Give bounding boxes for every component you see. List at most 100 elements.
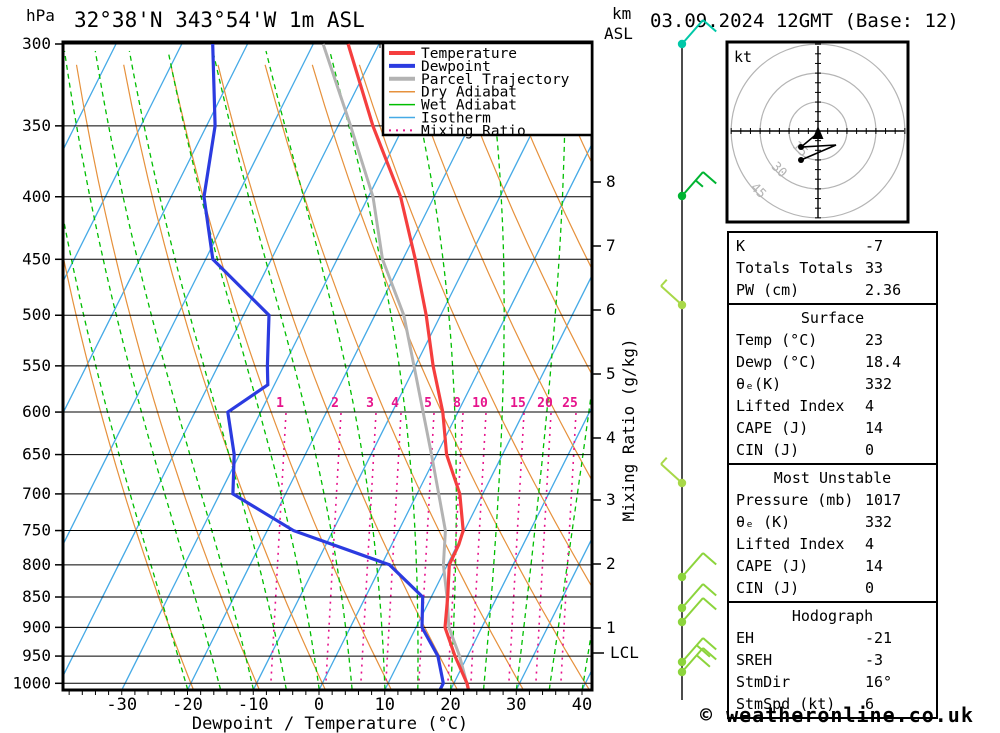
- svg-text:10: 10: [472, 396, 488, 411]
- svg-text:3: 3: [606, 490, 616, 509]
- table-row: θₑ(K) 332: [729, 373, 936, 395]
- table-row-value: 18.4: [865, 353, 902, 371]
- table-row: CAPE (J) 14: [729, 555, 936, 577]
- table-row-label: θₑ(K): [736, 375, 782, 393]
- indices-table: K -7 Totals Totals 33 PW (cm) 2.36 Surface Temp…: [727, 231, 938, 719]
- table-row-label: PW (cm): [736, 281, 800, 299]
- legend-label: Mixing Ratio: [421, 123, 526, 139]
- table-row: Dewp (°C) 18.4: [729, 351, 936, 373]
- hodograph-trace: [798, 132, 837, 161]
- legend-label: Dewpoint: [421, 59, 491, 75]
- svg-text:-20: -20: [172, 695, 203, 715]
- svg-text:350: 350: [22, 116, 51, 135]
- table-row-label: SREH: [736, 651, 773, 669]
- table-section-title: Hodograph: [791, 607, 874, 625]
- table-row: PW (cm) 2.36: [729, 279, 936, 301]
- table-row: Lifted Index 4: [729, 395, 936, 417]
- height-axis-unit-asl: ASL: [604, 24, 633, 43]
- svg-text:750: 750: [22, 521, 51, 540]
- table-row-label: Dewp (°C): [736, 353, 818, 371]
- table-row-value: 2.36: [865, 281, 902, 299]
- wind-barb-column: [660, 19, 717, 700]
- table-row: Temp (°C) 23: [729, 329, 936, 351]
- table-row-value: 6: [865, 695, 875, 713]
- table-row: Lifted Index 4: [729, 533, 936, 555]
- svg-text:40: 40: [572, 695, 592, 715]
- table-row: EH -21: [729, 627, 936, 649]
- station-title: 32°38'N 343°54'W 1m ASL: [74, 8, 365, 32]
- svg-text:850: 850: [22, 587, 51, 606]
- svg-text:-30: -30: [106, 695, 137, 715]
- svg-text:10: 10: [375, 695, 395, 715]
- svg-text:1: 1: [276, 396, 284, 411]
- table-row-label: CIN (J): [736, 441, 800, 459]
- height-axis-unit-km: km: [612, 4, 632, 23]
- table-row-value: 14: [865, 419, 884, 437]
- table-row-label: Totals Totals: [736, 259, 854, 277]
- mixing-ratio-labels: 1 2 3 4 5 8 10 15 20 25: [276, 396, 578, 411]
- parcel-trajectory-curve: [321, 43, 471, 690]
- legend-label: Wet Adiabat: [421, 98, 517, 114]
- svg-text:6: 6: [606, 300, 616, 319]
- table-row: StmDir 16°: [729, 671, 936, 693]
- sounding-profiles: [202, 43, 471, 690]
- table-row-label: CAPE (J): [736, 557, 809, 575]
- svg-text:600: 600: [22, 402, 51, 421]
- svg-text:5: 5: [606, 364, 616, 383]
- svg-text:8: 8: [606, 172, 616, 191]
- table-row-value: -3: [865, 651, 884, 669]
- table-row-label: Temp (°C): [736, 331, 818, 349]
- wind-barb: [677, 637, 717, 667]
- svg-text:500: 500: [22, 305, 51, 324]
- table-row-value: 1017: [865, 491, 902, 509]
- table-row: CAPE (J) 14: [729, 417, 936, 439]
- table-row-value: -21: [865, 629, 893, 647]
- mixing-ratio-lines: [270, 412, 577, 682]
- svg-text:2: 2: [606, 554, 616, 573]
- svg-text:8: 8: [453, 396, 461, 411]
- height-axis: 8 7 6 5 4 3 2 1 LCL Mixing Ratio (g/kg): [592, 172, 639, 662]
- table-row-value: 14: [865, 557, 884, 575]
- hodograph-unit-label: kt: [734, 48, 752, 66]
- x-axis-title: Dewpoint / Temperature (°C): [192, 714, 468, 733]
- table-row: SREH -3: [729, 649, 936, 671]
- wind-barb: [677, 19, 717, 49]
- table-section-title: Most Unstable: [773, 469, 892, 487]
- legend-label: Isotherm: [421, 111, 491, 127]
- table-row-label: CAPE (J): [736, 419, 809, 437]
- svg-text:30: 30: [506, 695, 526, 715]
- svg-text:550: 550: [22, 356, 51, 375]
- table-row-label: Lifted Index: [736, 397, 845, 415]
- table-section: Hodograph EH -21 SREH -3 StmDir 16° StmSpd (kt)…: [727, 601, 938, 719]
- wind-barb: [677, 597, 717, 627]
- table-row-label: K: [736, 237, 746, 255]
- storm-motion-arrow: [812, 126, 824, 139]
- svg-text:-10: -10: [238, 695, 269, 715]
- pressure-axis-unit: hPa: [26, 6, 55, 25]
- table-row-label: EH: [736, 629, 755, 647]
- table-row-value: -7: [865, 237, 884, 255]
- table-row-label: CIN (J): [736, 579, 800, 597]
- table-row-value: 0: [865, 441, 875, 459]
- wet-adiabat-lines: [63, 50, 592, 690]
- svg-text:0: 0: [314, 695, 324, 715]
- table-row-value: 23: [865, 331, 884, 349]
- svg-text:950: 950: [22, 646, 51, 665]
- table-row-label: θₑ (K): [736, 513, 791, 531]
- table-row: StmSpd (kt) 6: [729, 693, 936, 715]
- svg-text:1000: 1000: [12, 673, 51, 692]
- table-row: θₑ (K) 332: [729, 511, 936, 533]
- dry-adiabat-lines: [63, 64, 592, 690]
- table-row-label: Lifted Index: [736, 535, 845, 553]
- legend-label: Dry Adiabat: [421, 85, 517, 101]
- copyright-footer: © weatheronline.co.uk: [700, 703, 974, 727]
- table-row-value: 332: [865, 375, 893, 393]
- svg-text:5: 5: [424, 396, 432, 411]
- table-row: Totals Totals 33: [729, 257, 936, 279]
- svg-text:7: 7: [606, 236, 616, 255]
- wind-barb: [660, 456, 687, 488]
- legend-label: Parcel Trajectory: [421, 72, 570, 88]
- run-datetime: 03.09.2024 12GMT (Base: 12): [650, 10, 959, 32]
